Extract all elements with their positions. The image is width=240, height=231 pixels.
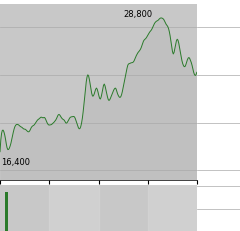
Bar — [5, 192, 8, 231]
Text: 28,800: 28,800 — [123, 9, 153, 18]
Text: 16,400: 16,400 — [2, 157, 30, 166]
Bar — [148, 185, 197, 231]
Bar — [49, 185, 99, 231]
